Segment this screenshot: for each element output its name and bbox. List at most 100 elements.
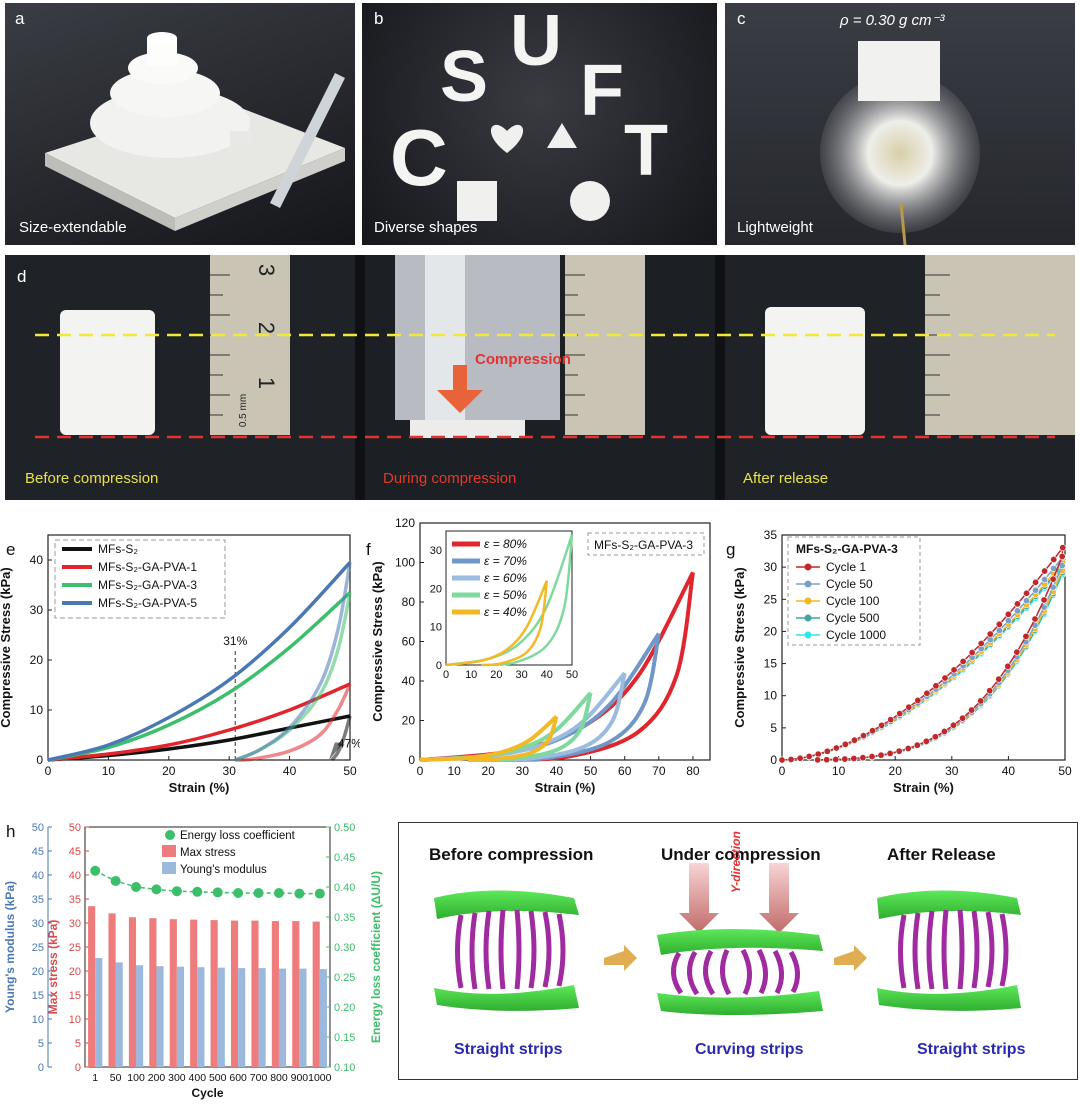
chart-h-legend-stress-swatch (162, 845, 176, 857)
chart-g-series-0-point (1050, 555, 1058, 563)
chart-g-series-0-point (940, 727, 948, 735)
chart-f-legend-label: ε = 50% (484, 588, 527, 602)
shape-letter-f: F (580, 51, 624, 131)
shape-letter-c: C (390, 113, 448, 202)
chart-e-legend-label: MFs-S₂-GA-PVA-3 (98, 578, 197, 592)
chart-h-energy-point (273, 888, 284, 898)
chart-g-series-0-point (1032, 578, 1040, 586)
chart-e-legend-label: MFs-S₂-GA-PVA-5 (98, 596, 197, 610)
chart-f-series-4-unloading (467, 715, 559, 762)
chart-f-xtick-label: 50 (584, 764, 598, 778)
chart-h-ylabel-outer: Young's modulus (kPa) (3, 881, 17, 1013)
chart-h-bar-max-stress (149, 918, 157, 1067)
structure-under (657, 863, 823, 1015)
chart-h-outer-ytick-label: 40 (32, 870, 44, 882)
chart-g-series-0-point (823, 747, 831, 755)
chart-g-series-0-point (1031, 615, 1039, 623)
chart-e-ytick-label: 30 (30, 603, 44, 617)
chart-g-series-0-point (814, 756, 822, 764)
chart-g-series-0-point (877, 751, 885, 759)
chart-e-xtick-label: 20 (162, 764, 176, 778)
chart-h-bar-youngs-modulus (95, 958, 103, 1067)
chart-g-series-0-point (850, 736, 858, 744)
chart-g-xlabel: Strain (%) (893, 780, 954, 795)
chart-e-series-1-loading (47, 682, 351, 762)
chart-h-xtick-label: 300 (168, 1072, 186, 1084)
chart-f-legend-label: ε = 40% (484, 605, 527, 619)
chart-h-xtick-label: 600 (229, 1072, 247, 1084)
chart-f-inset-xtick-label: 20 (490, 669, 502, 681)
chart-h-bar-max-stress (210, 920, 218, 1067)
chart-g-series-0-point (778, 756, 786, 764)
chart-h-bar-max-stress (128, 917, 137, 1067)
chart-g-legend-swatch-dot (804, 563, 812, 571)
chart-g-legend-label: Cycle 100 (826, 594, 880, 608)
chart-e-frame (47, 534, 351, 761)
chart-h-ylabel-inner: Max stress (kPa) (46, 920, 60, 1015)
chart-e: e 0 10 20 30 40 50 0 10 20 30 40 Strain (%) Compressi… (0, 534, 360, 795)
title-after-release: After Release (887, 845, 996, 864)
chart-g-xtick-label: 0 (779, 764, 786, 778)
chart-h-bar-max-stress (108, 913, 116, 1067)
chart-f-inset-xtick-label: 10 (465, 669, 477, 681)
y-direction-label: Y-direction (729, 831, 743, 893)
chart-g-legend-label: Cycle 50 (826, 577, 873, 591)
chart-h-right-ytick-label: 0.20 (334, 1002, 355, 1014)
chart-g-series-0-point (1004, 662, 1012, 670)
chart-h-right-ytick-label: 0.25 (334, 972, 355, 984)
chart-g-series-0-point (922, 737, 930, 745)
chart-h-outer-ytick-label: 15 (32, 990, 44, 1002)
foam-stack-illustration (45, 32, 345, 231)
chart-h-xtick-label: 400 (189, 1072, 207, 1084)
chart-e-xlabel: Strain (%) (169, 780, 230, 795)
chart-g-ytick-label: 10 (764, 689, 778, 703)
chart-h-xlabel: Cycle (191, 1086, 223, 1100)
chart-f-inset-xtick-label: 0 (443, 669, 449, 681)
chart-f-ytick-label: 20 (402, 714, 416, 728)
chart-g-series-0-point (923, 689, 931, 697)
chart-e-legend-label: MFs-S₂-GA-PVA-1 (98, 560, 197, 574)
chart-h-bar-max-stress (292, 921, 300, 1067)
panel-label-e: e (6, 540, 15, 559)
chart-f-xlabel: Strain (%) (535, 780, 596, 795)
chart-f-ytick-label: 120 (395, 516, 415, 530)
chart-h-bar-max-stress (88, 906, 96, 1067)
chart-g-series-0-point (878, 721, 886, 729)
caption-before-compression: Before compression (25, 470, 159, 487)
chart-h-inner-ytick-label: 40 (69, 870, 81, 882)
chart-g-series-0-point (1004, 610, 1012, 618)
chart-f-inset-xtick-label: 40 (541, 669, 553, 681)
chart-h-xtick-label: 700 (250, 1072, 268, 1084)
chart-h-energy-point (90, 865, 101, 876)
chart-f-xtick-label: 20 (482, 764, 496, 778)
chart-h: h 0 0 5 5 10 10 15 15 20 20 25 25 30 30 35 35 40 40 45 45 50 5… (3, 822, 383, 1100)
chart-g-series-0-point (995, 675, 1003, 683)
subtitle-straight-strips-1: Straight strips (454, 1041, 563, 1058)
chart-h-right-ytick-label: 0.15 (334, 1032, 355, 1044)
chart-f-ytick-label: 40 (402, 674, 416, 688)
chart-h-inner-ytick-label: 15 (69, 990, 81, 1002)
chart-e-xtick-label: 10 (102, 764, 116, 778)
chart-h-outer-ytick-label: 30 (32, 918, 44, 930)
photo-panel-c: c ρ = 0.30 g cm⁻³ Lightweight (725, 3, 1075, 245)
chart-f-legend-label: ε = 60% (484, 571, 527, 585)
chart-e-annotation-31: 31% (223, 634, 247, 648)
chart-h-right-ytick-label: 0.50 (334, 822, 355, 834)
chart-g-ytick-label: 35 (764, 528, 778, 542)
chart-h-xtick-label: 1 (92, 1072, 98, 1084)
chart-e-ytick-label: 10 (30, 703, 44, 717)
chart-h-inner-ytick-label: 25 (69, 942, 81, 954)
chart-g-series-0-point (886, 749, 894, 757)
compression-sequence-illustration (5, 255, 1075, 500)
chart-g-xtick-label: 50 (1058, 764, 1072, 778)
chart-h-outer-ytick-label: 0 (38, 1062, 44, 1074)
chart-f-inset-xtick-label: 30 (515, 669, 527, 681)
chart-g-xtick-label: 20 (889, 764, 903, 778)
chart-h-energy-point (212, 887, 223, 898)
chart-g-legend-label: Cycle 500 (826, 611, 880, 625)
panel-label-g: g (726, 540, 735, 559)
chart-f-ytick-label: 60 (402, 635, 416, 649)
chart-g-series-0-point (859, 754, 867, 762)
chart-h-energy-point (294, 888, 305, 899)
chart-g-ylabel: Compressive Stress (kPa) (732, 567, 747, 727)
